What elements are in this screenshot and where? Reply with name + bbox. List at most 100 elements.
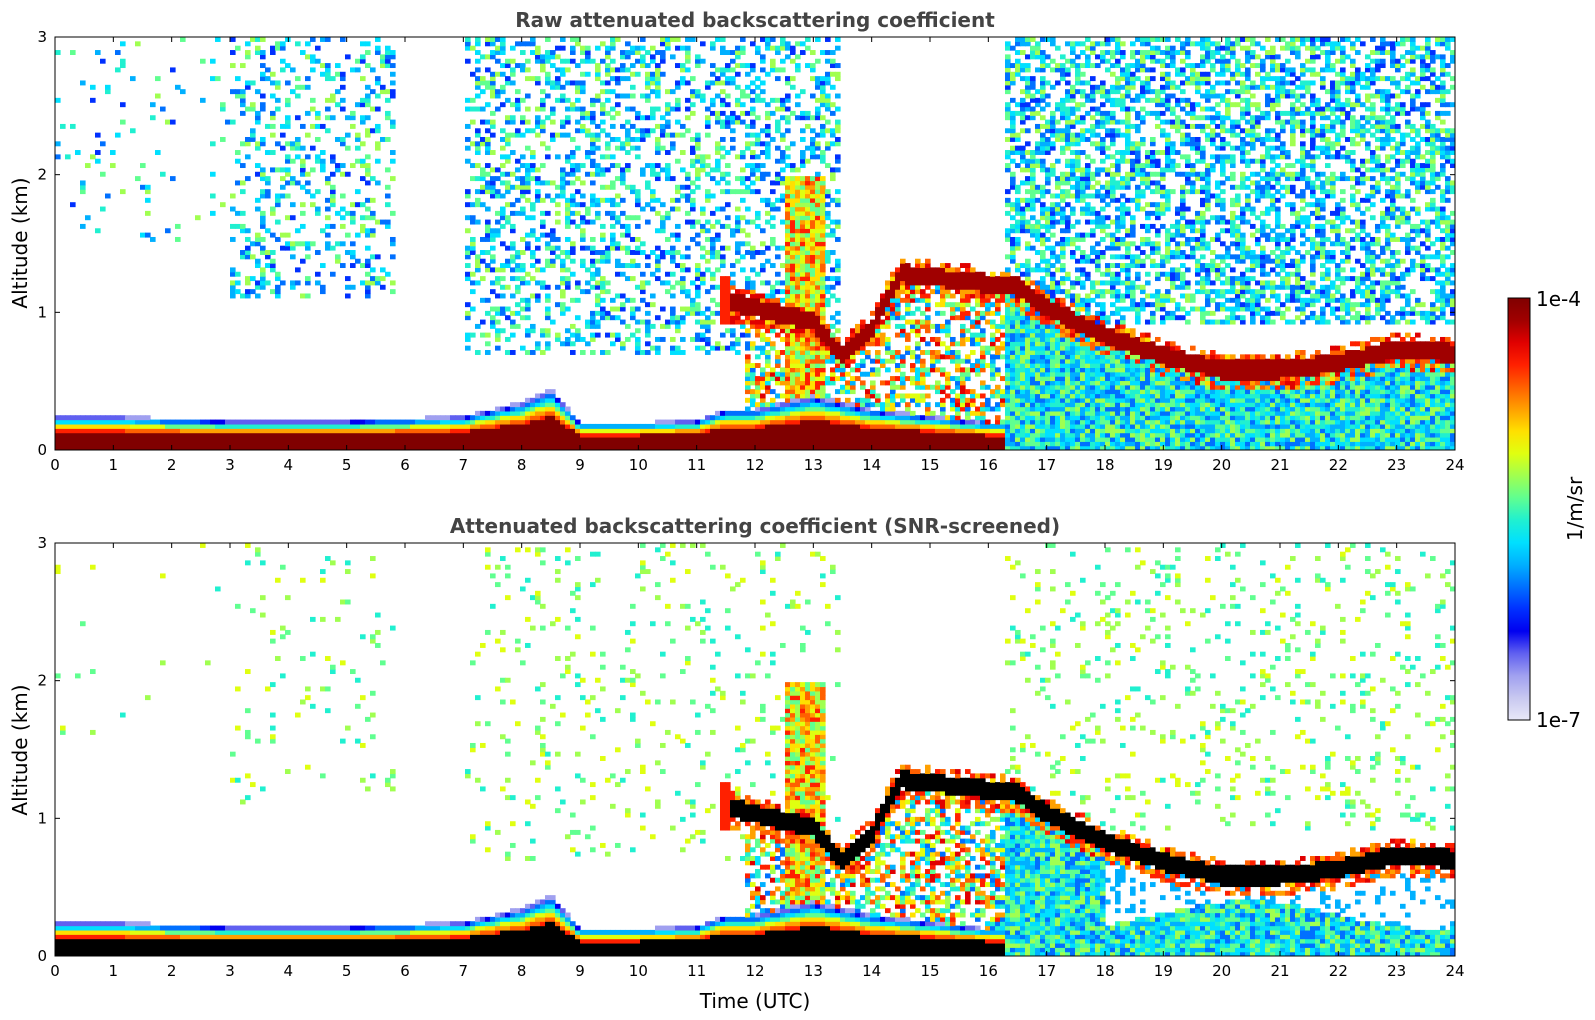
heatmap-cell — [850, 341, 856, 347]
heatmap-cell — [70, 445, 76, 450]
heatmap-cell — [295, 419, 301, 425]
heatmap-cell — [870, 341, 876, 347]
heatmap-cell — [425, 445, 431, 450]
heatmap-cell — [300, 441, 306, 447]
heatmap-cell — [940, 367, 946, 373]
heatmap-cell — [745, 384, 751, 390]
heatmap-cell — [645, 84, 651, 90]
heatmap-cell — [595, 145, 601, 151]
heatmap-cell — [735, 97, 741, 103]
heatmap-cell — [300, 84, 306, 90]
heatmap-cell — [880, 302, 886, 308]
heatmap-cell — [825, 250, 831, 255]
heatmap-cell — [760, 419, 766, 425]
heatmap-cell — [755, 250, 761, 255]
heatmap-cell — [805, 436, 811, 442]
heatmap-cell — [255, 45, 261, 51]
heatmap-cell — [835, 436, 841, 442]
heatmap-cell — [545, 145, 551, 151]
heatmap-cell — [665, 110, 671, 116]
heatmap-cell — [165, 436, 171, 442]
heatmap-cell — [750, 284, 756, 290]
heatmap-cell — [690, 145, 696, 151]
heatmap-cell — [685, 310, 691, 316]
heatmap-cell — [315, 206, 321, 212]
heatmap-cell — [540, 280, 546, 286]
heatmap-cell — [655, 345, 661, 351]
heatmap-cell — [875, 423, 881, 429]
heatmap-cell — [725, 280, 731, 286]
heatmap-cell — [835, 441, 841, 447]
heatmap-cell — [945, 267, 951, 273]
heatmap-cell — [645, 302, 651, 308]
heatmap-cell — [740, 45, 746, 51]
heatmap-cell — [505, 136, 511, 142]
heatmap-cell — [650, 197, 656, 203]
heatmap-cell — [495, 210, 501, 216]
heatmap-cell — [530, 254, 536, 260]
heatmap-cell — [820, 289, 826, 295]
heatmap-cell — [785, 406, 791, 412]
heatmap-cell — [560, 167, 566, 173]
heatmap-cell — [120, 436, 126, 442]
heatmap-cell — [790, 354, 796, 360]
heatmap-cell — [740, 306, 746, 312]
heatmap-cell — [790, 432, 796, 438]
heatmap-cell — [800, 158, 806, 164]
heatmap-cell — [170, 176, 176, 182]
heatmap-cell — [515, 102, 521, 108]
heatmap-cell — [355, 189, 361, 195]
heatmap-cell — [530, 176, 536, 182]
heatmap-cell — [540, 350, 546, 355]
heatmap-cell — [280, 193, 286, 199]
heatmap-cell — [825, 350, 831, 355]
heatmap-cell — [940, 289, 946, 295]
heatmap-cell — [825, 193, 831, 199]
heatmap-cell — [815, 236, 821, 242]
heatmap-cell — [780, 323, 786, 329]
heatmap-cell — [675, 419, 681, 425]
heatmap-cell — [580, 423, 586, 429]
heatmap-cell — [745, 319, 751, 325]
heatmap-cell — [790, 363, 796, 368]
heatmap-cell — [480, 54, 486, 60]
heatmap-cell — [915, 284, 921, 290]
heatmap-cell — [280, 67, 286, 73]
heatmap-cell — [805, 363, 811, 368]
heatmap-cell — [710, 445, 716, 450]
heatmap-cell — [585, 171, 591, 177]
heatmap-cell — [875, 371, 881, 377]
heatmap-cell — [755, 380, 761, 386]
heatmap-cell — [855, 350, 861, 355]
heatmap-cell — [555, 410, 561, 416]
heatmap-cell — [135, 415, 141, 421]
heatmap-cell — [750, 245, 756, 251]
heatmap-cell — [205, 419, 211, 425]
heatmap-cell — [355, 432, 361, 438]
heatmap-cell — [385, 54, 391, 60]
heatmap-cell — [695, 345, 701, 351]
heatmap-cell — [780, 410, 786, 416]
heatmap-cell — [820, 228, 826, 234]
heatmap-cell — [365, 132, 371, 138]
heatmap-cell — [955, 432, 961, 438]
heatmap-cell — [765, 341, 771, 347]
heatmap-cell — [325, 428, 331, 434]
heatmap-cell — [785, 284, 791, 290]
heatmap-cell — [760, 54, 766, 60]
heatmap-cell — [505, 97, 511, 103]
heatmap-cell — [760, 280, 766, 286]
heatmap-cell — [580, 436, 586, 442]
heatmap-cell — [675, 45, 681, 51]
heatmap-cell — [595, 423, 601, 429]
heatmap-cell — [55, 428, 61, 434]
heatmap-cell — [800, 319, 806, 325]
heatmap-cell — [680, 289, 686, 295]
heatmap-cell — [190, 436, 196, 442]
heatmap-cell — [500, 45, 506, 51]
heatmap-cell — [500, 432, 506, 438]
heatmap-cell — [605, 145, 611, 151]
heatmap-cell — [60, 445, 66, 450]
heatmap-cell — [320, 167, 326, 173]
heatmap-cell — [560, 445, 566, 450]
